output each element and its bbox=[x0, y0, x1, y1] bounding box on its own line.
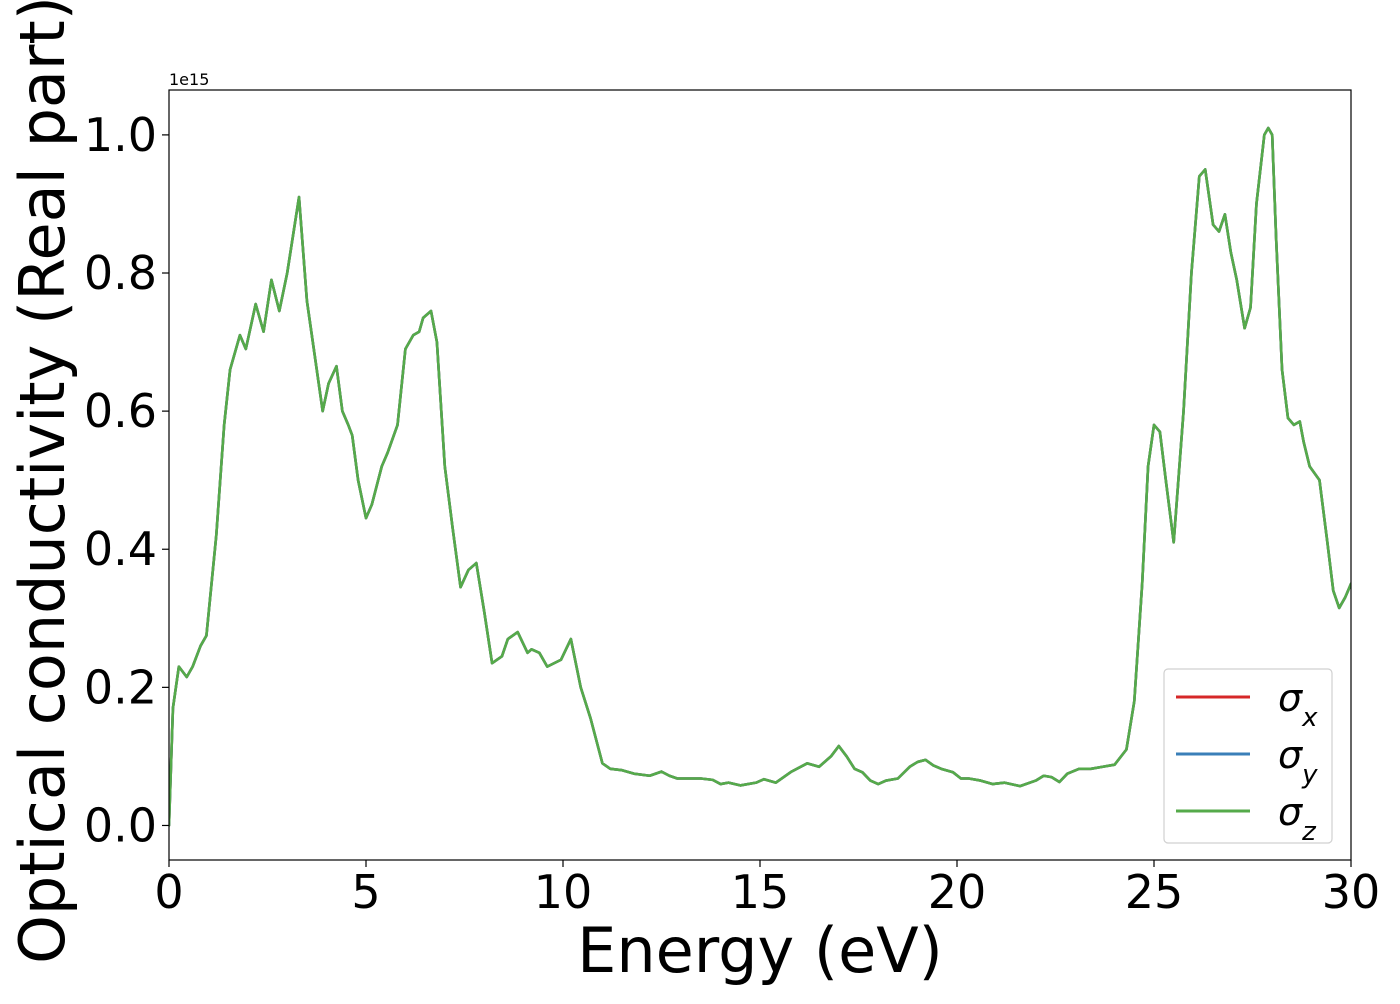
y-tick-label: 1.0 bbox=[84, 108, 157, 162]
x-axis-label: Energy (eV) bbox=[577, 914, 943, 987]
x-tick-label: 30 bbox=[1322, 865, 1381, 919]
legend-box bbox=[1163, 668, 1333, 844]
x-tick-label: 0 bbox=[154, 865, 183, 919]
y-tick-label: 0.6 bbox=[84, 384, 157, 438]
x-tick-label: 5 bbox=[351, 865, 380, 919]
x-tick-label: 25 bbox=[1125, 865, 1184, 919]
y-axis: 0.0 0.2 0.4 0.6 0.8 1.0 bbox=[84, 108, 169, 852]
y-offset-label: 1e15 bbox=[169, 70, 209, 89]
legend-label-z: σz bbox=[1278, 790, 1317, 847]
x-axis: 0 5 10 15 20 25 30 bbox=[154, 860, 1380, 919]
x-tick-label: 10 bbox=[534, 865, 593, 919]
y-tick-label: 0.2 bbox=[84, 660, 157, 714]
series-line-z bbox=[169, 126, 1351, 827]
y-tick-label: 0.8 bbox=[84, 246, 157, 300]
y-axis-label: Optical conductivity (Real part) bbox=[6, 0, 79, 964]
curves-layer bbox=[169, 126, 1351, 827]
y-tick-label: 0.0 bbox=[84, 798, 157, 852]
x-tick-label: 15 bbox=[731, 865, 790, 919]
y-tick-label: 0.4 bbox=[84, 522, 157, 576]
x-tick-label: 20 bbox=[928, 865, 987, 919]
legend-label-y: σy bbox=[1278, 733, 1318, 790]
legend-label-x: σx bbox=[1278, 676, 1318, 733]
